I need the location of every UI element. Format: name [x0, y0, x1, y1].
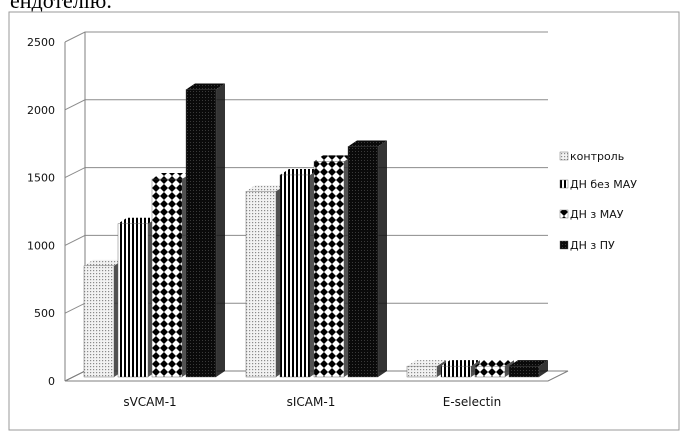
bar-side — [539, 360, 548, 377]
y-tick-label: 500 — [34, 307, 55, 320]
bar — [83, 259, 123, 378]
bar-top — [348, 140, 387, 147]
bar-top — [280, 168, 319, 175]
bar — [245, 185, 285, 378]
bar — [279, 168, 319, 378]
bar — [508, 360, 548, 378]
bar — [474, 360, 514, 378]
x-axis-categories: sVCAM-1 sICAM-1 E-selectin — [123, 395, 501, 409]
bar-top — [246, 185, 285, 192]
y-tick-label: 2500 — [27, 36, 55, 49]
bar-front — [279, 174, 311, 378]
legend-label: контроль — [570, 150, 624, 163]
y-tick-label: 1000 — [27, 239, 55, 252]
legend-item: ДН з ПУ — [559, 239, 615, 252]
bar-front — [474, 365, 506, 378]
bar-side — [216, 83, 225, 377]
bar-top — [152, 173, 191, 180]
bar — [185, 83, 225, 378]
bar-front — [117, 223, 149, 378]
legend-label: ДН з МАУ — [570, 208, 624, 221]
legend-swatch — [559, 209, 569, 219]
bar-top — [441, 360, 480, 367]
gridline — [64, 31, 548, 43]
legend-swatch — [559, 240, 569, 250]
bar-top — [407, 360, 446, 367]
y-tick-label: 0 — [48, 375, 55, 388]
bar — [117, 217, 157, 378]
legend-item: ДН з МАУ — [559, 208, 624, 221]
bar-front — [151, 178, 183, 378]
bar — [313, 155, 353, 378]
bar-top — [314, 155, 353, 162]
y-tick-label: 1500 — [27, 172, 55, 185]
x-category-label: sVCAM-1 — [123, 395, 176, 409]
bars — [83, 83, 548, 378]
legend-swatch — [559, 151, 569, 161]
bar-front — [406, 365, 438, 378]
x-category-label: E-selectin — [443, 395, 502, 409]
legend-label: ДН без МАУ — [570, 178, 637, 191]
cut-text-fragment: ендотелію. — [10, 0, 112, 13]
legend: контроль ДН без МАУ ДН з МАУ ДН з ПУ — [559, 150, 637, 252]
bar — [406, 360, 446, 378]
bar — [440, 360, 480, 378]
chart-border — [8, 11, 680, 431]
y-axis-ticks: 0 500 1000 1500 2000 2500 — [27, 36, 55, 388]
gridline — [64, 99, 548, 111]
bar-front — [440, 365, 472, 378]
bar-top — [475, 360, 514, 367]
bar — [151, 173, 191, 378]
bar-top — [509, 360, 548, 367]
bar-front — [83, 265, 115, 378]
bar — [347, 140, 387, 378]
bar-front — [185, 89, 217, 378]
bar-top — [118, 217, 157, 224]
bar-front — [508, 365, 540, 378]
bar-front — [347, 146, 379, 378]
bar-side — [378, 140, 387, 377]
legend-item: контроль — [559, 150, 624, 163]
legend-swatch — [559, 179, 569, 189]
floor-plane — [64, 370, 569, 382]
legend-label: ДН з ПУ — [570, 239, 615, 252]
x-category-label: sICAM-1 — [287, 395, 336, 409]
bar-front — [313, 161, 345, 378]
bar-top — [186, 83, 225, 90]
y-tick-label: 2000 — [27, 104, 55, 117]
legend-item: ДН без МАУ — [559, 178, 637, 191]
bar-top — [84, 259, 123, 266]
bar-front — [245, 191, 277, 378]
